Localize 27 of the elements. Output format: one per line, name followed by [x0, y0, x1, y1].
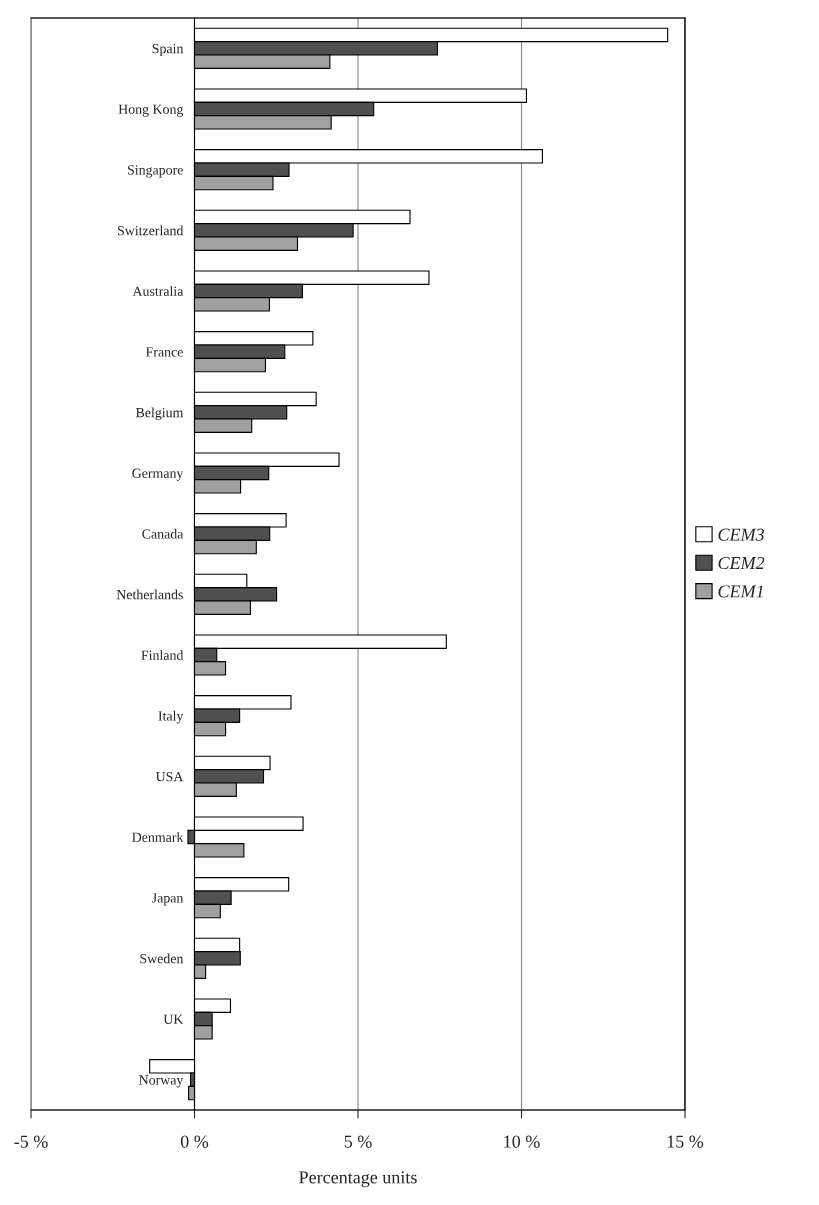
- y-tick-label: UK: [163, 1014, 184, 1024]
- y-tick-label: Japan: [152, 893, 184, 906]
- x-axis-title: Percentage units: [299, 1171, 417, 1188]
- y-tick-label: USA: [155, 771, 184, 782]
- x-tick-label: 10 %: [504, 1135, 540, 1148]
- y-tick-label: Hong Kong: [118, 104, 184, 117]
- x-tick-label: -5 %: [14, 1135, 48, 1148]
- y-tick-label: Finland: [141, 650, 184, 660]
- y-tick-label: France: [146, 347, 183, 357]
- y-tick-label: Germany: [132, 468, 184, 481]
- x-tick-label: 15 %: [667, 1135, 704, 1148]
- y-tick-label: Singapore: [128, 165, 183, 178]
- y-tick-label: Canada: [142, 528, 184, 539]
- x-tick-label: 0 %: [180, 1135, 209, 1148]
- y-tick-label: Sweden: [140, 953, 184, 964]
- legend-label: CEM1: [718, 585, 763, 598]
- y-tick-label: Netherlands: [116, 589, 183, 600]
- y-tick-label: Australia: [132, 286, 184, 296]
- y-tick-label: Spain: [152, 43, 184, 57]
- y-tick-label: Italy: [158, 710, 184, 724]
- legend-label: CEM2: [718, 556, 765, 570]
- y-tick-label: Norway: [139, 1075, 184, 1088]
- legend-label: CEM3: [718, 528, 765, 541]
- x-tick-label: 5 %: [344, 1135, 372, 1148]
- y-tick-label: Belgium: [135, 407, 184, 421]
- y-tick-label: Switzerland: [117, 225, 184, 236]
- y-tick-label: Denmark: [132, 832, 184, 842]
